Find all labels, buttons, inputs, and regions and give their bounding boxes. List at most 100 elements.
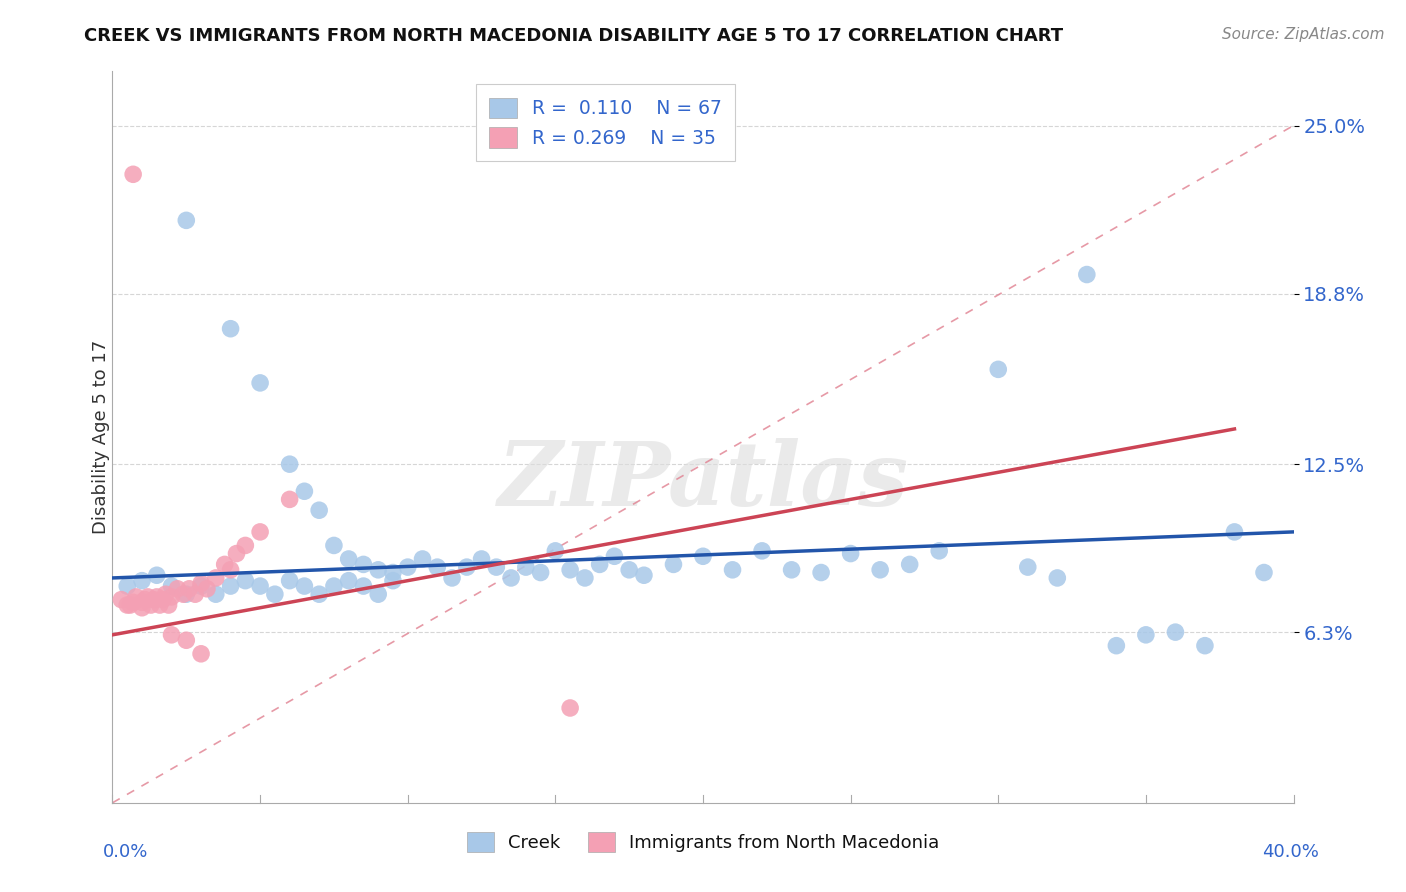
Point — [134, 592, 156, 607]
Point — [810, 566, 832, 580]
Point — [278, 457, 301, 471]
Point — [122, 595, 145, 609]
Point — [529, 566, 551, 580]
Point — [131, 600, 153, 615]
Point — [184, 587, 207, 601]
Point — [1105, 639, 1128, 653]
Text: CREEK VS IMMIGRANTS FROM NORTH MACEDONIA DISABILITY AGE 5 TO 17 CORRELATION CHAR: CREEK VS IMMIGRANTS FROM NORTH MACEDONIA… — [84, 27, 1063, 45]
Point — [692, 549, 714, 564]
Point — [574, 571, 596, 585]
Point — [174, 633, 197, 648]
Point — [323, 538, 346, 552]
Point — [721, 563, 744, 577]
Point — [1164, 625, 1187, 640]
Text: 0.0%: 0.0% — [103, 843, 148, 861]
Point — [619, 563, 641, 577]
Point — [214, 558, 236, 572]
Point — [131, 574, 153, 588]
Point — [382, 566, 405, 580]
Point — [337, 552, 360, 566]
Text: 40.0%: 40.0% — [1263, 843, 1319, 861]
Legend: Creek, Immigrants from North Macedonia: Creek, Immigrants from North Macedonia — [460, 825, 946, 860]
Point — [117, 579, 138, 593]
Point — [470, 552, 494, 566]
Point — [205, 571, 228, 585]
Point — [174, 213, 197, 227]
Point — [166, 582, 188, 596]
Point — [292, 484, 315, 499]
Text: ZIPatlas: ZIPatlas — [498, 438, 908, 524]
Point — [323, 579, 346, 593]
Point — [249, 524, 271, 539]
Point — [411, 552, 433, 566]
Point — [233, 574, 256, 588]
Point — [190, 647, 212, 661]
Point — [278, 492, 301, 507]
Point — [839, 547, 862, 561]
Y-axis label: Disability Age 5 to 17: Disability Age 5 to 17 — [93, 340, 110, 534]
Point — [249, 376, 271, 390]
Point — [152, 592, 174, 607]
Point — [1076, 268, 1098, 282]
Point — [352, 579, 374, 593]
Point — [110, 592, 132, 607]
Point — [780, 563, 803, 577]
Point — [131, 595, 153, 609]
Point — [987, 362, 1010, 376]
Point — [125, 590, 148, 604]
Point — [292, 579, 315, 593]
Point — [1194, 639, 1216, 653]
Point — [172, 587, 194, 601]
Point — [219, 322, 242, 336]
Point — [205, 587, 228, 601]
Point — [160, 579, 183, 593]
Point — [174, 587, 197, 601]
Point — [117, 598, 138, 612]
Point — [426, 560, 449, 574]
Point — [146, 568, 169, 582]
Point — [337, 574, 360, 588]
Point — [190, 576, 212, 591]
Point — [515, 560, 537, 574]
Point — [155, 587, 177, 601]
Point — [1017, 560, 1039, 574]
Point — [558, 701, 582, 715]
Point — [219, 579, 242, 593]
Point — [308, 503, 330, 517]
Point — [233, 538, 256, 552]
Point — [396, 560, 419, 574]
Point — [122, 167, 145, 181]
Point — [160, 590, 183, 604]
Point — [264, 587, 287, 601]
Point — [146, 590, 169, 604]
Point — [367, 563, 389, 577]
Point — [1135, 628, 1157, 642]
Point — [179, 582, 201, 596]
Point — [120, 598, 142, 612]
Point — [633, 568, 655, 582]
Point — [751, 544, 773, 558]
Point — [278, 574, 301, 588]
Point — [219, 563, 242, 577]
Point — [501, 571, 523, 585]
Point — [558, 563, 582, 577]
Point — [136, 590, 159, 604]
Point — [662, 558, 685, 572]
Point — [456, 560, 478, 574]
Point — [149, 598, 172, 612]
Point — [485, 560, 508, 574]
Point — [190, 579, 212, 593]
Point — [160, 628, 183, 642]
Point — [382, 574, 405, 588]
Point — [1223, 524, 1246, 539]
Point — [142, 592, 165, 607]
Point — [544, 544, 567, 558]
Point — [441, 571, 464, 585]
Point — [157, 598, 180, 612]
Point — [588, 558, 610, 572]
Point — [898, 558, 921, 572]
Point — [308, 587, 330, 601]
Point — [249, 579, 271, 593]
Point — [225, 547, 247, 561]
Point — [195, 582, 218, 596]
